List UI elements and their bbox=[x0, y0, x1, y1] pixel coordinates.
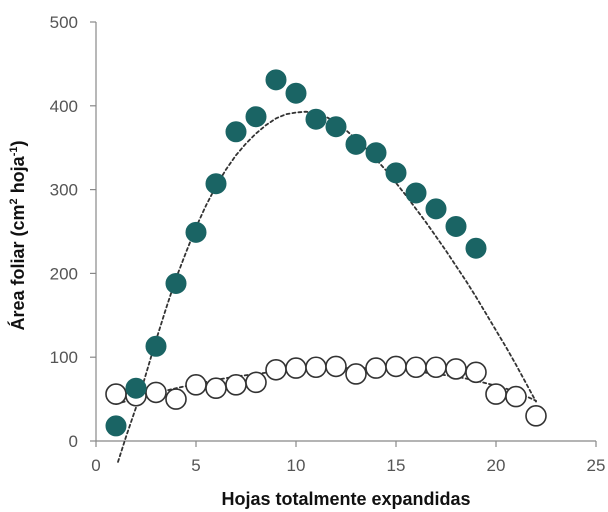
y-axis-title: Área foliar (cm2 hoja-1) bbox=[7, 141, 28, 331]
data-point-series-2 bbox=[245, 371, 267, 394]
data-point-series-2 bbox=[345, 363, 367, 385]
data-point-series-1 bbox=[205, 173, 227, 195]
data-points bbox=[105, 69, 547, 437]
data-point-series-1 bbox=[425, 198, 447, 220]
y-tick-label: 500 bbox=[50, 13, 78, 32]
data-point-series-1 bbox=[105, 415, 127, 437]
y-tick-label: 200 bbox=[50, 264, 78, 283]
data-point-series-2 bbox=[185, 374, 207, 396]
y-axis-title-mid: hoja bbox=[8, 155, 28, 198]
data-point-series-1 bbox=[185, 221, 207, 243]
data-point-series-1 bbox=[365, 142, 387, 164]
x-tick-label: 0 bbox=[91, 456, 100, 475]
data-point-series-2 bbox=[165, 388, 187, 410]
data-point-series-2 bbox=[205, 377, 227, 400]
data-point-series-2 bbox=[285, 357, 307, 379]
data-point-series-1 bbox=[225, 121, 247, 143]
y-tick-label: 0 bbox=[69, 432, 78, 451]
data-point-series-1 bbox=[245, 106, 267, 128]
data-point-series-1 bbox=[325, 116, 347, 138]
x-tick-label: 10 bbox=[287, 456, 306, 475]
data-point-series-2 bbox=[465, 361, 487, 384]
y-axis-title-sup-2: -1 bbox=[8, 147, 20, 157]
data-point-series-1 bbox=[265, 69, 287, 91]
x-tick-label: 15 bbox=[387, 456, 406, 475]
data-point-series-2 bbox=[525, 405, 547, 427]
data-point-series-2 bbox=[145, 381, 167, 404]
data-point-series-1 bbox=[305, 108, 327, 130]
trendline-series-1 bbox=[117, 110, 537, 463]
data-point-series-1 bbox=[165, 272, 187, 294]
x-tick-label: 25 bbox=[587, 456, 606, 475]
y-tick-label: 300 bbox=[50, 181, 78, 200]
data-point-series-1 bbox=[285, 82, 307, 104]
data-point-series-1 bbox=[405, 182, 427, 204]
x-axis-title: Hojas totalmente expandidas bbox=[221, 489, 470, 509]
data-point-series-2 bbox=[225, 374, 247, 396]
data-point-series-2 bbox=[385, 355, 407, 378]
data-point-series-1 bbox=[145, 335, 167, 357]
y-tick-label: 100 bbox=[50, 348, 78, 367]
data-point-series-1 bbox=[125, 377, 147, 399]
data-point-series-2 bbox=[325, 355, 347, 378]
data-point-series-2 bbox=[505, 385, 527, 408]
data-point-series-2 bbox=[105, 383, 127, 405]
data-point-series-2 bbox=[365, 357, 387, 379]
x-tick-label: 5 bbox=[191, 456, 200, 475]
y-axis-title-sup-1: 2 bbox=[8, 198, 20, 204]
y-axis-title-end: ) bbox=[8, 141, 28, 147]
data-point-series-1 bbox=[465, 237, 487, 259]
data-point-series-1 bbox=[445, 215, 467, 237]
y-tick-label: 400 bbox=[50, 97, 78, 116]
y-axis-title-main: Área foliar (cm bbox=[7, 204, 28, 330]
data-point-series-2 bbox=[265, 358, 287, 381]
data-point-series-2 bbox=[405, 356, 427, 379]
data-point-series-1 bbox=[385, 162, 407, 184]
data-point-series-2 bbox=[485, 383, 507, 405]
axes: 0 100 200 300 400 500 0 5 10 15 20 25 bbox=[50, 13, 606, 475]
data-point-series-2 bbox=[445, 358, 467, 380]
data-point-series-2 bbox=[425, 356, 447, 379]
x-tick-label: 20 bbox=[487, 456, 506, 475]
data-point-series-2 bbox=[305, 356, 327, 379]
data-point-series-1 bbox=[345, 133, 367, 155]
